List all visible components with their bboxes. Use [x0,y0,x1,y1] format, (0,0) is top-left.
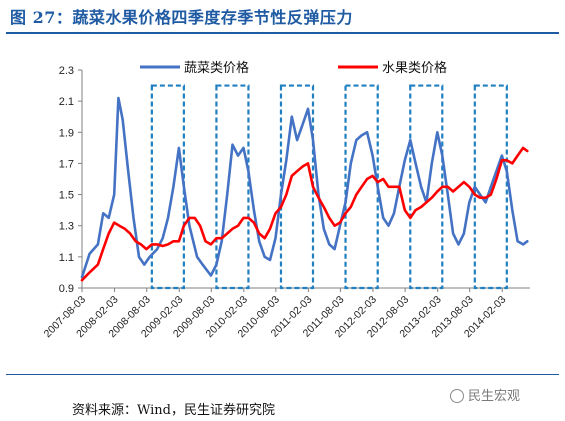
watermark-text: 民生宏观 [468,389,521,404]
page-title: 图 27：蔬菜水果价格四季度存季节性反弹压力 [10,8,353,27]
season-highlight-box [344,84,379,290]
series-line-fruit [80,146,529,282]
y-tick-label: 2.3 [59,65,74,77]
season-highlight-box [150,84,185,290]
y-tick-label: 1.1 [59,252,74,264]
y-tick-label: 2.1 [59,96,74,108]
season-highlight-box [473,84,508,290]
season-highlight-box [409,84,444,290]
source-divider [6,374,559,375]
source-note: 资料来源：Wind，民生证券研究院 [72,403,275,418]
wechat-icon [450,389,464,403]
season-highlight-box [279,84,315,290]
y-tick-label: 1.7 [59,158,74,170]
season-highlight-box [215,84,250,290]
legend-label: 蔬菜类价格 [184,60,249,76]
series-line-vegetable [80,96,529,279]
legend-label: 水果类价格 [382,60,447,76]
title-divider [6,32,559,34]
watermark: 民生宏观 [450,385,520,404]
y-tick-label: 1.9 [59,127,74,139]
y-tick-label: 1.5 [59,190,74,202]
y-tick-label: 1.3 [59,221,74,233]
price-chart: 0.91.11.31.51.71.92.12.32007-08-032008-0… [42,60,530,340]
y-tick-label: 0.9 [59,283,74,295]
